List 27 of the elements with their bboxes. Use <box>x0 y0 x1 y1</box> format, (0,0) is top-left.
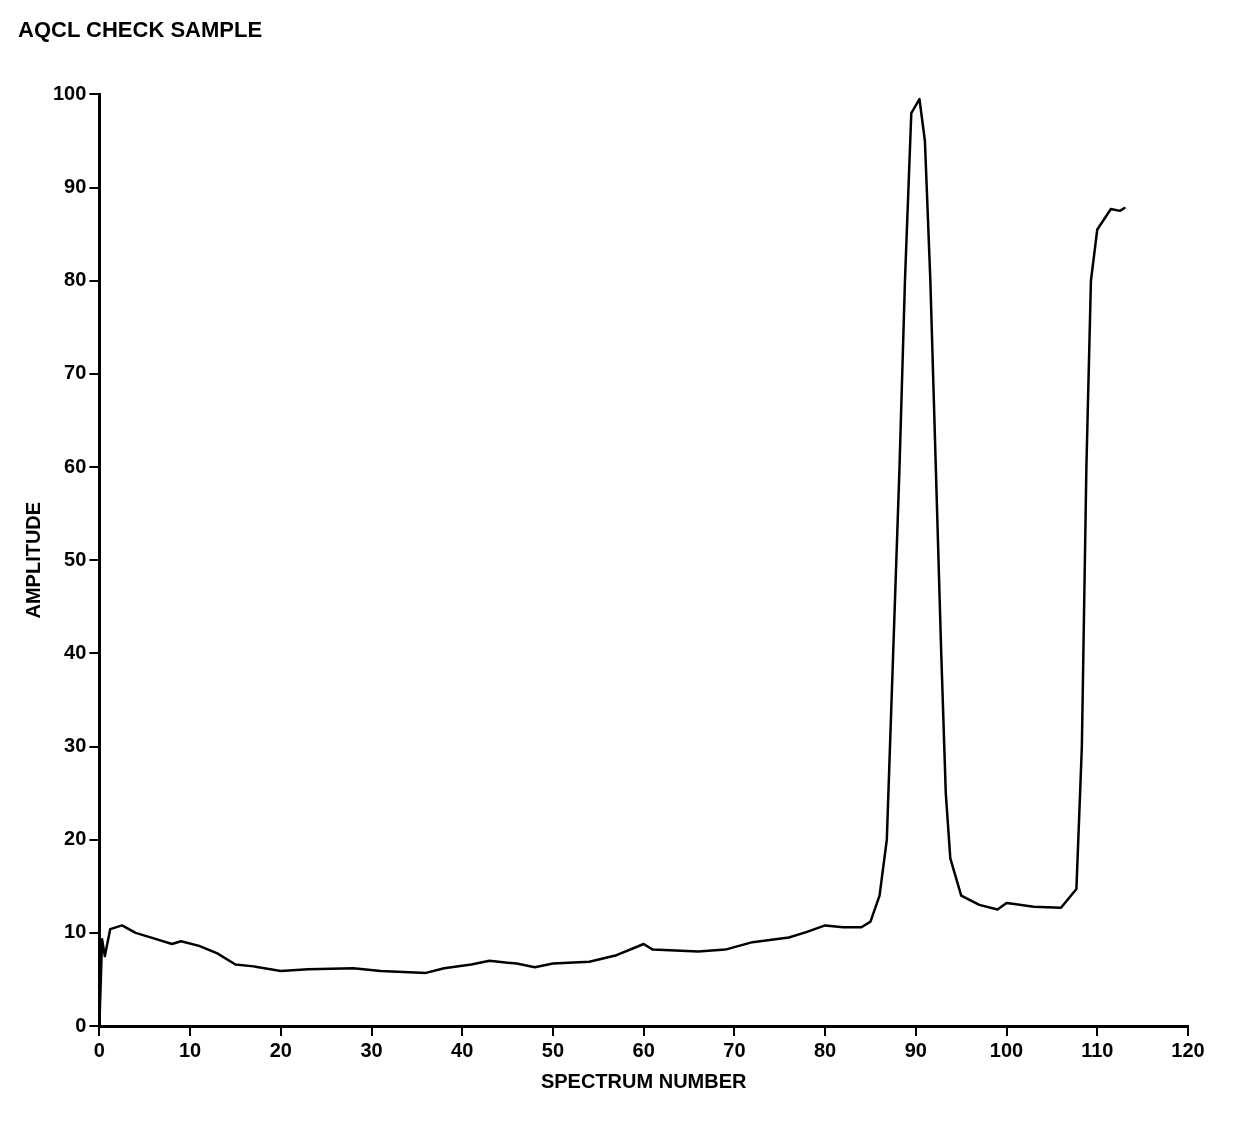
y-tick-label: 60 <box>64 454 87 477</box>
x-tick-label: 70 <box>723 1038 746 1061</box>
x-tick-label: 120 <box>1171 1038 1205 1061</box>
y-tick-label: 20 <box>64 827 87 850</box>
y-tick-label: 30 <box>64 734 87 757</box>
x-tick-label: 50 <box>541 1038 565 1061</box>
x-tick-label: 10 <box>178 1038 202 1061</box>
x-tick-label: 30 <box>360 1038 383 1061</box>
y-tick-label: 80 <box>64 268 87 291</box>
x-tick-label: 0 <box>93 1038 105 1061</box>
x-tick-label: 90 <box>904 1038 927 1061</box>
x-tick-label: 40 <box>451 1038 474 1061</box>
x-tick-label: 100 <box>989 1038 1024 1061</box>
y-tick-label: 10 <box>64 920 87 943</box>
y-tick-label: 70 <box>64 361 87 384</box>
x-tick-label: 60 <box>632 1038 655 1061</box>
x-axis-title: SPECTRUM NUMBER <box>540 1069 748 1092</box>
y-axis-title: AMPLITUDE <box>21 501 44 619</box>
x-tick-label: 110 <box>1081 1038 1114 1061</box>
y-tick-label: 40 <box>64 640 87 663</box>
chart-title: AQCL CHECK SAMPLE <box>18 17 263 43</box>
y-tick-label: 100 <box>52 81 87 104</box>
y-tick-label: 0 <box>75 1013 87 1036</box>
x-tick-label: 20 <box>269 1038 292 1061</box>
x-tick-label: 80 <box>814 1038 837 1061</box>
y-tick-label: 50 <box>64 547 87 570</box>
y-tick-label: 90 <box>64 175 87 198</box>
